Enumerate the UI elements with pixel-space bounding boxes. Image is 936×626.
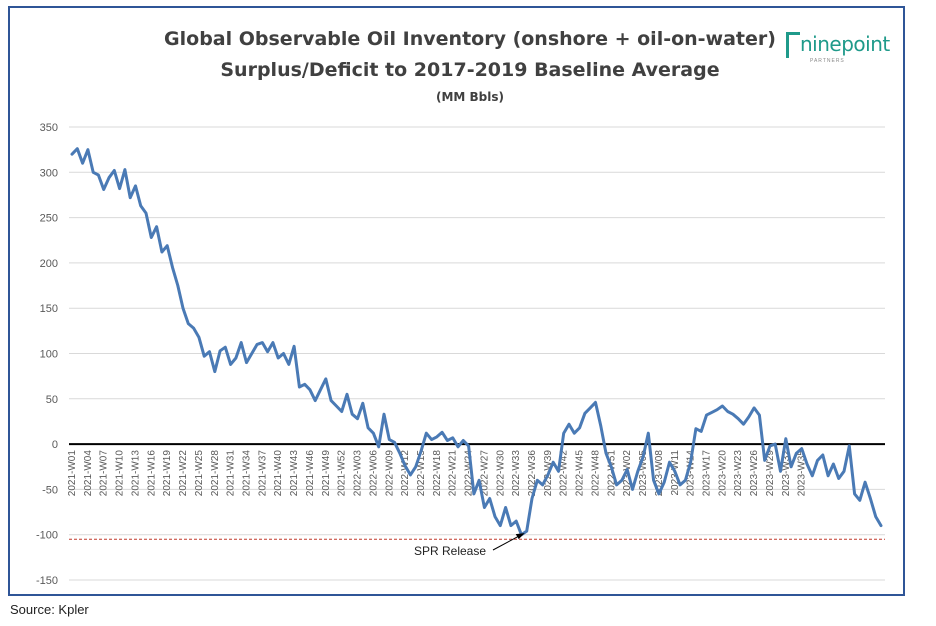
x-tick-label: 2022-W42 xyxy=(559,450,570,497)
annotation-arrowhead-icon xyxy=(515,533,525,540)
x-tick-label: 2022-W24 xyxy=(464,450,475,497)
x-tick-label: 2021-W19 xyxy=(162,450,173,497)
chart-subtitle: Surplus/Deficit to 2017-2019 Baseline Av… xyxy=(220,59,720,81)
y-tick-label: -50 xyxy=(42,484,58,496)
annotation-arrow-line xyxy=(492,534,521,551)
x-tick-label: 2023-W14 xyxy=(686,450,697,497)
x-tick-label: 2022-W12 xyxy=(400,450,411,497)
y-tick-label: 100 xyxy=(40,349,58,361)
y-tick-label: 250 xyxy=(40,213,58,225)
x-tick-label: 2021-W01 xyxy=(67,450,78,497)
x-tick-label: 2023-W20 xyxy=(717,450,728,497)
x-tick-label: 2023-W32 xyxy=(781,450,792,497)
x-tick-label: 2023-W23 xyxy=(733,450,744,497)
x-tick-label: 2021-W49 xyxy=(321,450,332,497)
x-tick-label: 2021-W25 xyxy=(194,450,205,497)
chart-frame xyxy=(8,6,905,596)
x-tick-label: 2022-W15 xyxy=(416,450,427,497)
x-tick-label: 2022-W03 xyxy=(353,450,364,497)
y-tick-label: 350 xyxy=(40,122,58,134)
chart-title: Global Observable Oil Inventory (onshore… xyxy=(164,28,776,50)
x-tick-label: 2021-W37 xyxy=(257,450,268,497)
x-tick-label: 2022-W48 xyxy=(590,450,601,497)
x-tick-label: 2021-W34 xyxy=(241,450,252,497)
x-tick-label: 2023-W29 xyxy=(765,450,776,497)
x-tick-label: 2021-W16 xyxy=(146,450,157,497)
x-tick-label: 2021-W04 xyxy=(83,450,94,497)
x-tick-label: 2023-W08 xyxy=(654,450,665,497)
x-tick-label: 2021-W43 xyxy=(289,450,300,497)
y-tick-label: 200 xyxy=(40,258,58,270)
x-tick-label: 2021-W22 xyxy=(178,450,189,497)
y-tick-label: -100 xyxy=(36,530,58,542)
x-tick-label: 2023-W05 xyxy=(638,450,649,497)
source-note: Source: Kpler xyxy=(10,602,89,617)
y-tick-label: 150 xyxy=(40,303,58,315)
x-tick-label: 2021-W28 xyxy=(210,450,221,497)
x-tick-label: 2022-W27 xyxy=(479,450,490,497)
y-tick-label: 0 xyxy=(52,439,58,451)
x-tick-label: 2022-W18 xyxy=(432,450,443,497)
annotation-spr-release: SPR Release xyxy=(414,544,486,558)
logo-mark-icon xyxy=(786,32,800,58)
x-tick-label: 2023-W17 xyxy=(702,450,713,497)
x-tick-label: 2021-W31 xyxy=(226,450,237,497)
x-tick-label: 2022-W45 xyxy=(575,450,586,497)
y-tick-label: -150 xyxy=(36,575,58,587)
x-tick-label: 2021-W07 xyxy=(99,450,110,497)
x-tick-label: 2022-W36 xyxy=(527,450,538,497)
x-tick-label: 2022-W33 xyxy=(511,450,522,497)
inventory-series-line xyxy=(70,147,883,537)
x-tick-label: 2022-W30 xyxy=(495,450,506,497)
logo-wordmark: ninepoint xyxy=(800,32,890,56)
chart-units: (MM Bbls) xyxy=(435,90,505,104)
x-tick-label: 2022-W21 xyxy=(448,450,459,497)
x-tick-label: 2022-W09 xyxy=(384,450,395,497)
logo-tagline: PARTNERS xyxy=(810,58,845,64)
x-tick-label: 2021-W52 xyxy=(337,450,348,497)
ninepoint-logo: ninepoint PARTNERS xyxy=(786,30,896,74)
x-tick-label: 2021-W10 xyxy=(115,450,126,497)
y-tick-label: 50 xyxy=(46,394,58,406)
x-tick-label: 2021-W13 xyxy=(130,450,141,497)
x-tick-label: 2023-W35 xyxy=(797,450,808,497)
x-tick-label: 2021-W40 xyxy=(273,450,284,497)
x-tick-label: 2023-W26 xyxy=(749,450,760,497)
x-tick-label: 2021-W46 xyxy=(305,450,316,497)
line-chart: -150 -100 -50 0 50 100 150 200 250 300 350 2021-W01… xyxy=(36,122,885,587)
y-tick-label: 300 xyxy=(40,167,58,179)
x-tick-label: 2022-W06 xyxy=(368,450,379,497)
